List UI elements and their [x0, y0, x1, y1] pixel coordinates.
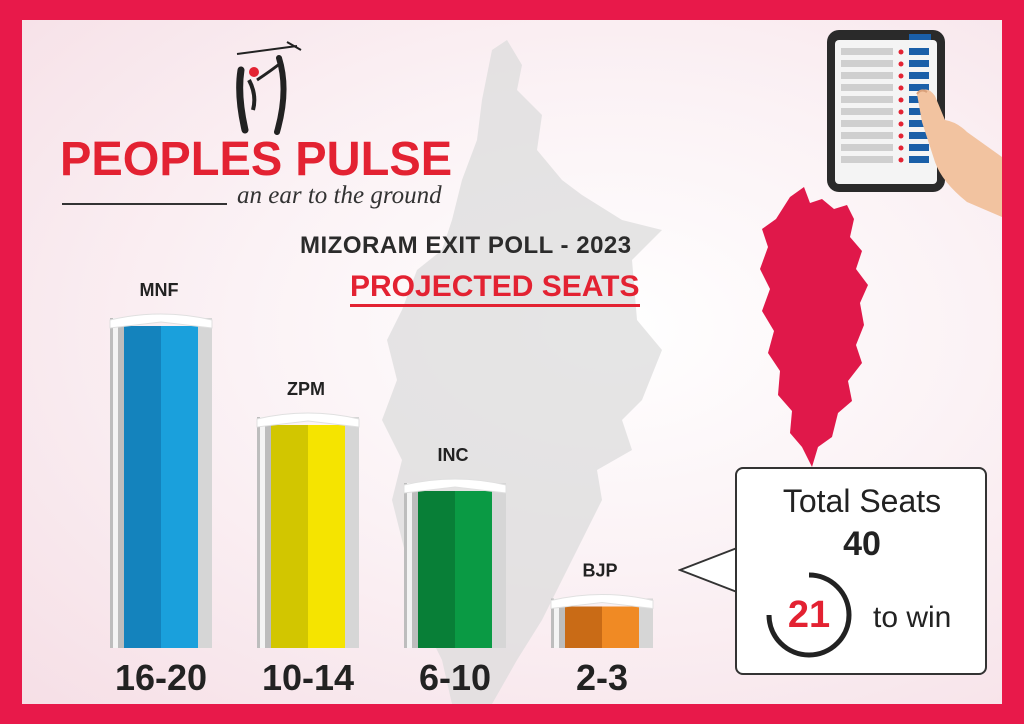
poster-canvas: PEOPLES PULSE an ear to the ground MIZOR…: [22, 20, 1002, 704]
category-label-zpm: ZPM: [287, 379, 325, 399]
callout-pointer: [678, 546, 740, 594]
bar-rim-highlight-bjp: [554, 598, 559, 648]
total-seats-box: Total Seats 40 21 to win: [735, 467, 987, 675]
bar-rim-right-inc: [492, 483, 506, 648]
mizoram-map-icon: [760, 187, 868, 467]
bar-face-dark-inc: [418, 491, 455, 648]
brand-name: PEOPLES PULSE: [60, 133, 453, 186]
value-label-bjp: 2-3: [576, 657, 628, 698]
majority-label: to win: [873, 601, 952, 634]
bar-rim-right-bjp: [639, 598, 653, 648]
bar-inc: [455, 491, 492, 648]
bar-bjp: [602, 606, 639, 648]
chart-title: MIZORAM EXIT POLL - 2023: [300, 232, 632, 259]
total-seats-value: 40: [843, 525, 881, 563]
total-seats-label: Total Seats: [782, 483, 942, 519]
chart-subtitle: PROJECTED SEATS: [350, 270, 640, 307]
bar-rim-highlight-inc: [407, 483, 412, 648]
peoples-pulse-logo-icon: [236, 41, 302, 135]
bar-face-dark-bjp: [565, 606, 602, 648]
value-label-zpm: 10-14: [262, 657, 354, 698]
bar-cap-inc: [403, 478, 507, 494]
brand-tagline: an ear to the ground: [237, 182, 442, 209]
bar-cap-bjp: [550, 594, 654, 610]
category-label-mnf: MNF: [140, 280, 179, 300]
category-label-inc: INC: [438, 445, 469, 465]
bar-cap-mnf: [109, 313, 213, 329]
value-label-mnf: 16-20: [115, 657, 207, 698]
bar-cap-zpm: [256, 412, 360, 428]
category-label-bjp: BJP: [582, 561, 617, 581]
evm-machine-icon: [827, 30, 1002, 217]
bar-rim-right-mnf: [198, 318, 212, 648]
tagline-rule: [62, 203, 227, 205]
bar-face-dark-mnf: [124, 326, 161, 648]
majority-ring-icon: [765, 571, 852, 658]
bar-rim-right-zpm: [345, 417, 359, 648]
majority-value: 21: [787, 594, 831, 636]
bar-rim-highlight-mnf: [113, 318, 118, 648]
projected-seats-chart: MNF 16-20 ZPM 10-14 INC 6-10 BJP 2-3: [109, 280, 654, 698]
bar-rim-highlight-zpm: [260, 417, 265, 648]
value-label-inc: 6-10: [419, 657, 491, 698]
bar-zpm: [308, 425, 345, 648]
bar-mnf: [161, 326, 198, 648]
bar-face-dark-zpm: [271, 425, 308, 648]
